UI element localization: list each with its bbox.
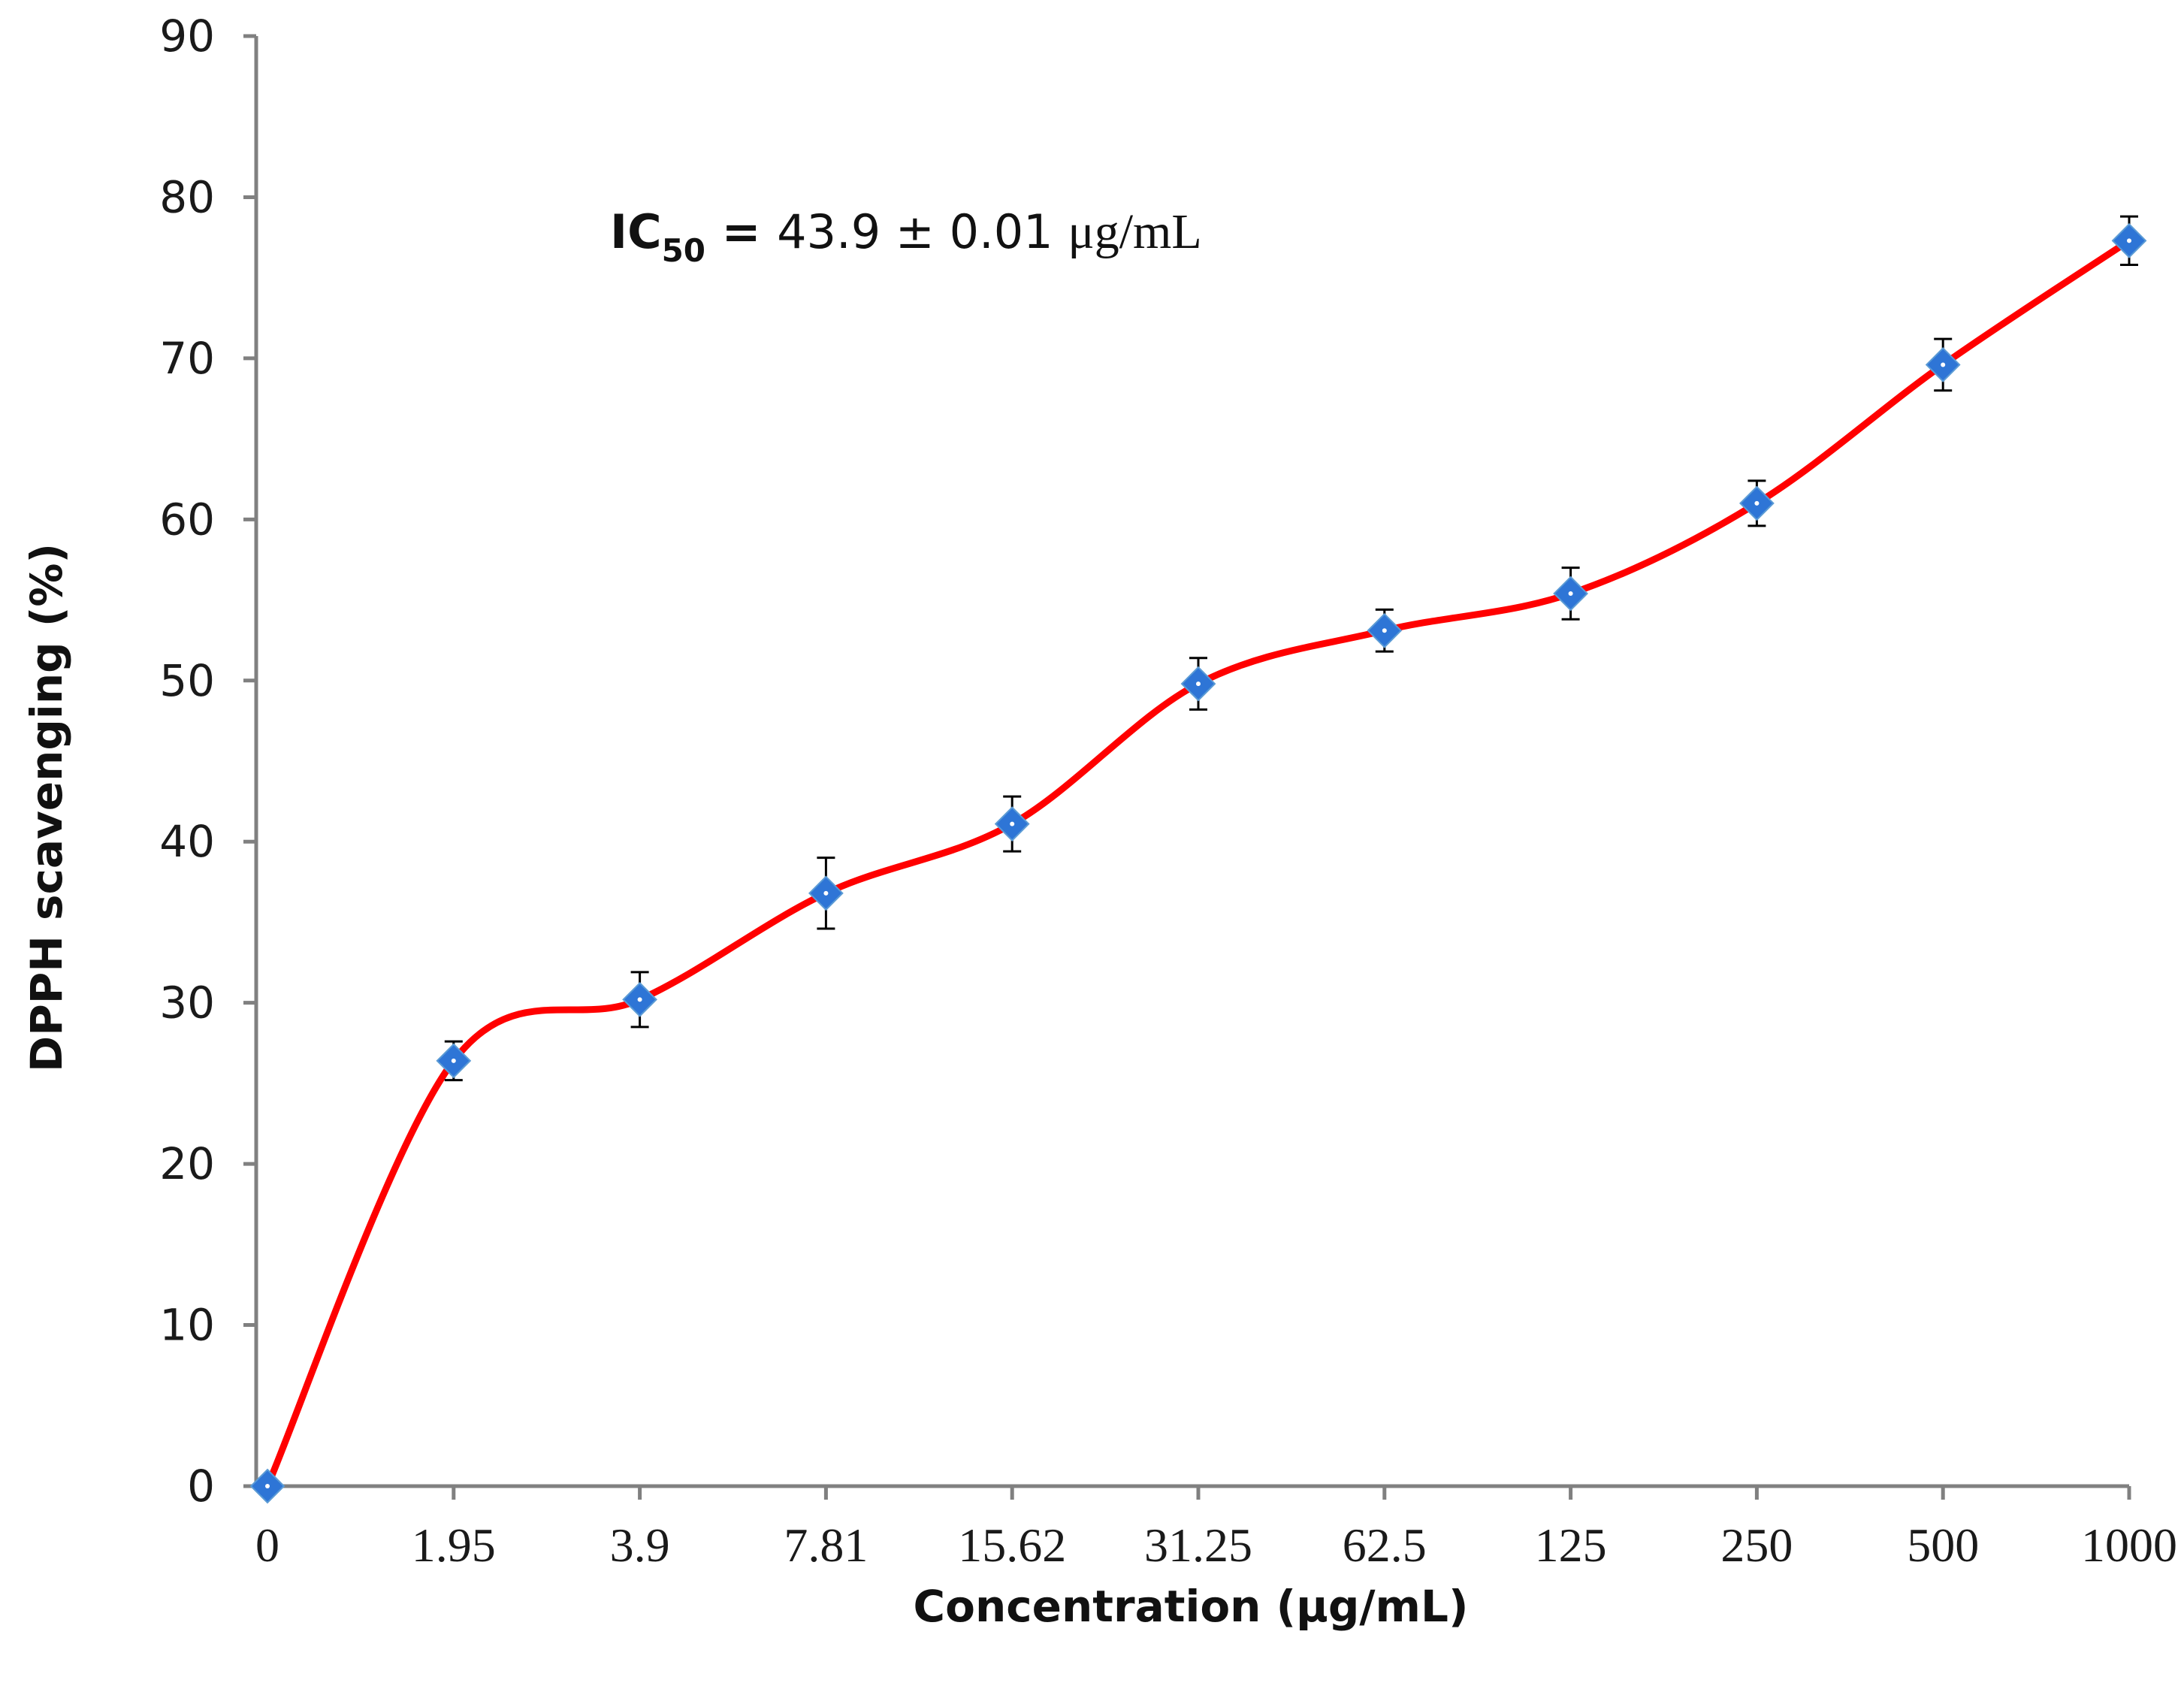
series-line [264, 237, 2133, 1490]
y-tick-label: 80 [159, 171, 215, 222]
x-tick-label: 1.95 [412, 1518, 496, 1572]
data-point-center [1941, 362, 1946, 367]
y-ticks: 0 10 20 30 40 50 60 70 80 90 [159, 11, 256, 1512]
x-tick-label: 0 [255, 1518, 279, 1572]
y-tick-label: 90 [159, 11, 215, 62]
x-tick-label: 62.5 [1343, 1518, 1427, 1572]
data-point-center [2127, 238, 2131, 243]
data-point-center [1196, 681, 1201, 687]
data-point-center [1754, 500, 1760, 506]
x-tick-label: 15.62 [958, 1518, 1066, 1572]
x-ticks: 0 1.95 3.9 7.81 15.62 31.25 62.5 125 250 500 1000 [255, 1486, 2177, 1572]
data-point-center [265, 1484, 270, 1488]
data-point-center [1568, 591, 1573, 596]
y-tick-label: 30 [159, 977, 215, 1029]
ic50-value: 43.9 ± 0.01 [777, 204, 1068, 259]
y-tick-label: 40 [159, 816, 215, 867]
y-tick-label: 20 [159, 1138, 215, 1189]
data-point-center [637, 997, 642, 1002]
data-point-center [823, 890, 829, 896]
x-tick-label: 125 [1535, 1518, 1607, 1572]
data-point-center [1010, 821, 1015, 826]
ic50-equals: = [705, 204, 777, 259]
x-tick-label: 500 [1907, 1518, 1979, 1572]
y-tick-label: 50 [159, 655, 215, 706]
x-tick-label: 31.25 [1144, 1518, 1252, 1572]
x-tick-label: 1000 [2081, 1518, 2177, 1572]
ic50-unit: μg/mL [1068, 204, 1201, 259]
y-axis-title: DPPH scavenging (%) [21, 543, 72, 1072]
axes [254, 36, 2129, 1488]
x-tick-label: 250 [1720, 1518, 1793, 1572]
y-tick-label: 10 [159, 1300, 215, 1351]
x-tick-label: 7.81 [784, 1518, 868, 1572]
ic50-annotation: IC50 = 43.9 ± 0.01 μg/mL [610, 204, 1202, 269]
ic50-prefix: IC [610, 204, 662, 259]
data-point-center [451, 1058, 456, 1063]
x-tick-label: 3.9 [610, 1518, 670, 1572]
ic50-subscript: 50 [662, 232, 705, 269]
x-axis-title: Concentration (μg/mL) [914, 1581, 1469, 1632]
y-tick-label: 60 [159, 494, 215, 545]
y-tick-label: 0 [187, 1461, 215, 1512]
data-markers [249, 222, 2147, 1504]
y-tick-label: 70 [159, 333, 215, 384]
data-point-center [1382, 628, 1387, 633]
